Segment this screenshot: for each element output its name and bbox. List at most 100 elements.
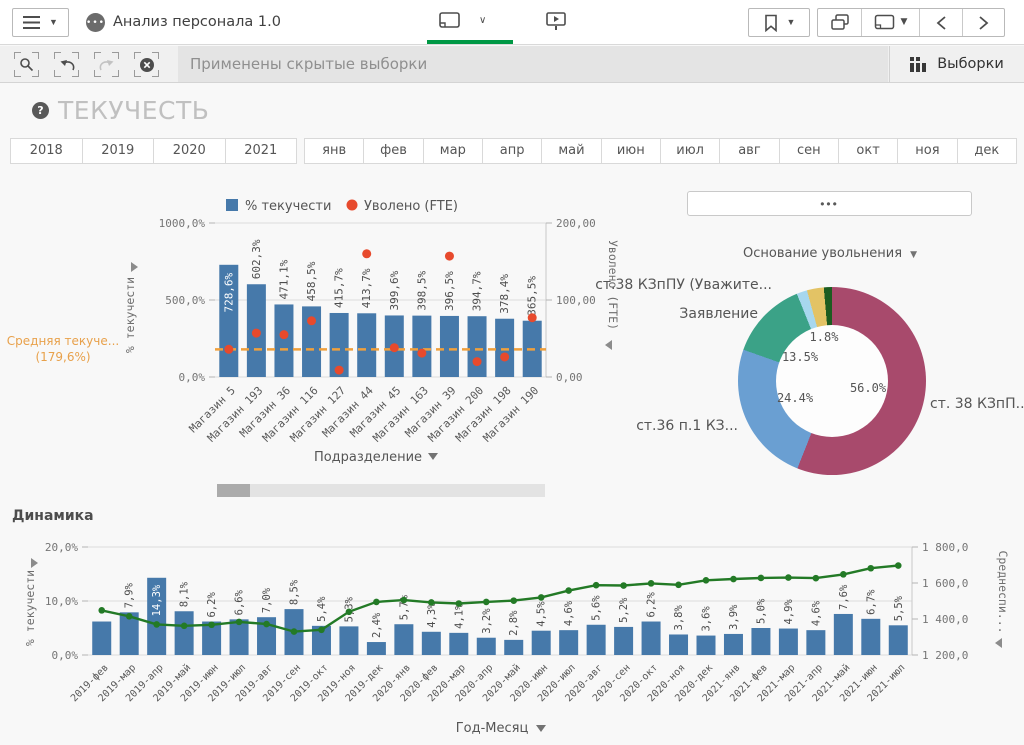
month-filter-item-июн[interactable]: июн: [601, 139, 661, 163]
legend-label[interactable]: % текучести: [245, 199, 331, 214]
bar-month-turnover[interactable]: [394, 624, 414, 655]
headcount-line-point[interactable]: [153, 621, 160, 628]
year-filter-item-2018[interactable]: 2018: [11, 139, 83, 163]
bar-month-turnover[interactable]: [504, 639, 524, 655]
bar-month-turnover[interactable]: [641, 621, 661, 655]
step-back-button[interactable]: [54, 52, 79, 77]
headcount-line-point[interactable]: [675, 581, 682, 589]
month-filter-item-окт[interactable]: окт: [838, 139, 899, 163]
point-fired-fte[interactable]: [251, 328, 261, 338]
next-sheet-button[interactable]: [963, 9, 1004, 36]
month-filter-item-ноя[interactable]: ноя: [898, 139, 958, 163]
axis-range-arrow-icon[interactable]: [31, 558, 38, 568]
headcount-line-point[interactable]: [757, 574, 765, 582]
headcount-line-point[interactable]: [785, 574, 792, 581]
bar-month-turnover[interactable]: [174, 611, 194, 655]
month-filter-item-май[interactable]: май: [542, 139, 602, 163]
year-filter-item-2019[interactable]: 2019: [82, 139, 154, 163]
legend-swatch-point[interactable]: [346, 199, 358, 211]
bar-store-turnover[interactable]: [302, 306, 322, 377]
headcount-line-point[interactable]: [455, 600, 463, 607]
bar-month-turnover[interactable]: [531, 630, 551, 655]
month-filter-item-дек[interactable]: дек: [957, 139, 1016, 163]
storytelling-icon[interactable]: [545, 11, 567, 32]
bar-store-turnover[interactable]: [329, 312, 349, 377]
headcount-line-point[interactable]: [840, 571, 847, 578]
selections-panel-button[interactable]: Выборки: [889, 46, 1024, 82]
headcount-line-point[interactable]: [318, 626, 325, 634]
month-filter-item-апр[interactable]: апр: [482, 139, 543, 163]
chevron-down-icon[interactable]: [536, 725, 546, 732]
axis-range-arrow-icon[interactable]: [131, 262, 138, 272]
bar-store-turnover[interactable]: [357, 313, 377, 377]
month-filter-item-янв[interactable]: янв: [305, 139, 365, 163]
bar-month-turnover[interactable]: [229, 619, 249, 655]
headcount-line-point[interactable]: [647, 580, 655, 587]
bar-month-turnover[interactable]: [92, 621, 112, 655]
bar-store-turnover[interactable]: [274, 304, 294, 377]
point-fired-fte[interactable]: [334, 365, 344, 375]
bar-month-turnover[interactable]: [119, 612, 139, 655]
headcount-line-point[interactable]: [428, 599, 435, 606]
bar-month-turnover[interactable]: [449, 632, 469, 655]
headcount-line-point[interactable]: [702, 577, 710, 584]
month-filter-item-авг[interactable]: авг: [720, 139, 780, 163]
bar-month-turnover[interactable]: [586, 624, 606, 655]
bar-store-turnover[interactable]: [412, 315, 432, 377]
bar-month-turnover[interactable]: [311, 625, 331, 655]
headcount-line-point[interactable]: [812, 574, 820, 582]
bar-store-turnover[interactable]: [439, 315, 459, 377]
current-sheet-icon[interactable]: [438, 11, 461, 31]
bar-month-turnover[interactable]: [559, 630, 579, 655]
bar-month-turnover[interactable]: [476, 637, 496, 655]
year-filter-item-2021[interactable]: 2021: [225, 139, 296, 163]
global-menu-button[interactable]: ▼: [12, 8, 69, 37]
bar-month-turnover[interactable]: [421, 631, 441, 655]
bookmarks-button[interactable]: ▼: [748, 8, 810, 37]
chart-scrollbar-thumb[interactable]: [217, 484, 250, 497]
point-fired-fte[interactable]: [444, 251, 454, 261]
bar-month-turnover[interactable]: [806, 630, 826, 655]
headcount-line-point[interactable]: [373, 598, 380, 606]
bar-month-turnover[interactable]: [366, 642, 386, 655]
point-fired-fte[interactable]: [500, 352, 510, 362]
chevron-down-icon[interactable]: [428, 453, 438, 460]
month-filter-item-сен[interactable]: сен: [779, 139, 839, 163]
point-fired-fte[interactable]: [472, 357, 482, 367]
legend-swatch-bar[interactable]: [226, 199, 238, 211]
bar-month-turnover[interactable]: [669, 634, 689, 655]
headcount-line-point[interactable]: [565, 587, 572, 594]
point-fired-fte[interactable]: [389, 343, 399, 353]
bar-month-turnover[interactable]: [257, 617, 277, 655]
legend-label[interactable]: Уволено (FTE): [364, 199, 458, 214]
x-dimension-label[interactable]: Год-Месяц: [456, 721, 529, 736]
headcount-line[interactable]: [101, 564, 899, 633]
month-filter-item-июл[interactable]: июл: [660, 139, 721, 163]
year-filter-item-2020[interactable]: 2020: [154, 139, 226, 163]
headcount-line-point[interactable]: [620, 582, 627, 589]
sheet-selector-button[interactable]: ▼: [862, 9, 920, 36]
month-filter-item-фев[interactable]: фев: [364, 139, 424, 163]
bar-month-turnover[interactable]: [861, 618, 881, 655]
bar-month-turnover[interactable]: [833, 613, 853, 655]
bar-month-turnover[interactable]: [751, 628, 771, 655]
headcount-line-point[interactable]: [98, 607, 106, 614]
bar-month-turnover[interactable]: [614, 626, 634, 655]
month-filter-item-мар[interactable]: мар: [423, 139, 483, 163]
headcount-line-point[interactable]: [263, 620, 270, 628]
headcount-line-point[interactable]: [482, 598, 490, 606]
bar-month-turnover[interactable]: [778, 628, 798, 655]
headcount-line-point[interactable]: [894, 562, 902, 569]
headcount-line-point[interactable]: [730, 575, 737, 583]
chart-scrollbar-track[interactable]: [217, 484, 545, 497]
headcount-line-point[interactable]: [867, 564, 875, 572]
point-fired-fte[interactable]: [307, 316, 317, 326]
headcount-line-point[interactable]: [592, 581, 600, 589]
bar-store-turnover[interactable]: [467, 316, 487, 377]
x-dimension-label[interactable]: Подразделение: [314, 450, 422, 465]
clear-selections-button[interactable]: [134, 52, 159, 77]
headcount-line-point[interactable]: [235, 618, 243, 626]
bar-month-turnover[interactable]: [202, 621, 222, 655]
headcount-line-point[interactable]: [400, 596, 408, 604]
step-forward-button[interactable]: [94, 52, 119, 77]
